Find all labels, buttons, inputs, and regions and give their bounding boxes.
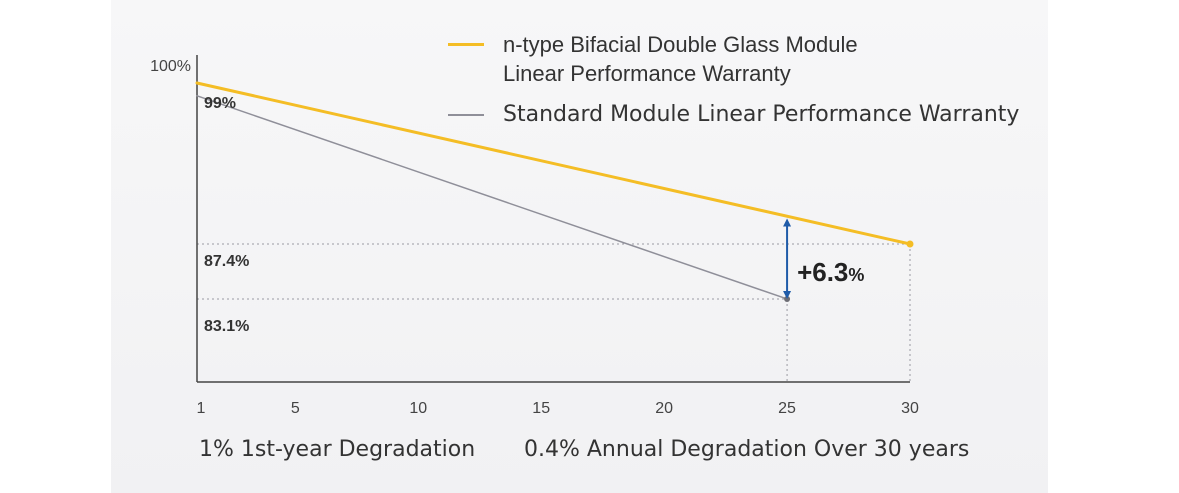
legend-label-bifacial-line2: Linear Performance Warranty — [503, 61, 791, 86]
value-labels: 99% 87.4% 83.1% — [204, 95, 249, 335]
x-tick-labels: 1 5 10 15 20 25 30 — [197, 400, 919, 417]
y-axis-max-label: 100% — [150, 58, 191, 75]
value-label-upper-level: 87.4% — [204, 253, 249, 270]
caption-first-year: 1% 1st-year Degradation — [199, 437, 476, 462]
x-tick-label: 5 — [291, 400, 300, 417]
legend-swatch-standard — [448, 114, 484, 116]
x-tick-label: 10 — [409, 400, 427, 417]
x-tick-label: 1 — [197, 400, 206, 417]
x-tick-label: 25 — [778, 400, 796, 417]
legend-label-bifacial: n-type Bifacial Double Glass Module Line… — [503, 30, 858, 88]
x-tick-label: 20 — [655, 400, 673, 417]
legend-swatch-bifacial — [448, 43, 484, 46]
guide-lines — [197, 243, 911, 382]
legend-label-bifacial-line1: n-type Bifacial Double Glass Module — [503, 32, 858, 57]
series-line-bifacial — [195, 81, 912, 246]
caption-annual: 0.4% Annual Degradation Over 30 years — [524, 437, 970, 462]
difference-annotation: +6.3% — [783, 218, 864, 299]
difference-arrowhead-up — [783, 218, 792, 227]
legend-label-standard: Standard Module Linear Performance Warra… — [503, 102, 1020, 127]
series-endpoint-bifacial — [906, 240, 914, 248]
value-label-99: 99% — [204, 95, 236, 112]
x-tick-label: 30 — [901, 400, 919, 417]
difference-unit: % — [848, 265, 864, 285]
difference-arrowhead-down — [783, 290, 792, 299]
x-tick-label: 15 — [532, 400, 550, 417]
chart-panel — [111, 0, 1048, 493]
value-label-lower-level: 83.1% — [204, 318, 249, 335]
axes: 100% — [150, 55, 910, 383]
difference-label: +6.3% — [797, 257, 864, 287]
difference-number: +6.3 — [797, 257, 848, 287]
series-line-standard — [196, 95, 788, 300]
